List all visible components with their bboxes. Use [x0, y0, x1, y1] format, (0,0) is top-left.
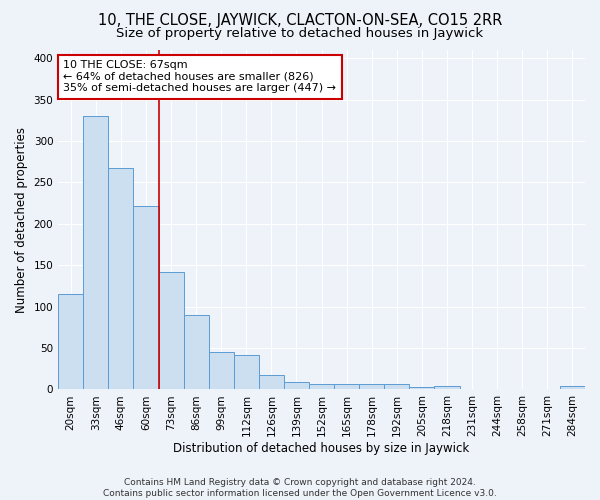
Bar	[109, 168, 133, 390]
Bar	[334, 384, 359, 390]
X-axis label: Distribution of detached houses by size in Jaywick: Distribution of detached houses by size …	[173, 442, 470, 455]
Text: 10, THE CLOSE, JAYWICK, CLACTON-ON-SEA, CO15 2RR: 10, THE CLOSE, JAYWICK, CLACTON-ON-SEA, …	[98, 12, 502, 28]
Bar	[434, 386, 460, 390]
Bar	[309, 384, 334, 390]
Bar	[284, 382, 309, 390]
Text: Size of property relative to detached houses in Jaywick: Size of property relative to detached ho…	[116, 28, 484, 40]
Bar	[133, 206, 158, 390]
Text: 10 THE CLOSE: 67sqm
← 64% of detached houses are smaller (826)
35% of semi-detac: 10 THE CLOSE: 67sqm ← 64% of detached ho…	[64, 60, 337, 94]
Bar	[58, 294, 83, 390]
Bar	[409, 387, 434, 390]
Bar	[385, 384, 409, 390]
Bar	[209, 352, 234, 390]
Bar	[234, 354, 259, 390]
Bar	[560, 386, 585, 390]
Bar	[83, 116, 109, 390]
Bar	[184, 315, 209, 390]
Bar	[158, 272, 184, 390]
Bar	[259, 374, 284, 390]
Y-axis label: Number of detached properties: Number of detached properties	[15, 126, 28, 312]
Bar	[359, 384, 385, 390]
Text: Contains HM Land Registry data © Crown copyright and database right 2024.
Contai: Contains HM Land Registry data © Crown c…	[103, 478, 497, 498]
